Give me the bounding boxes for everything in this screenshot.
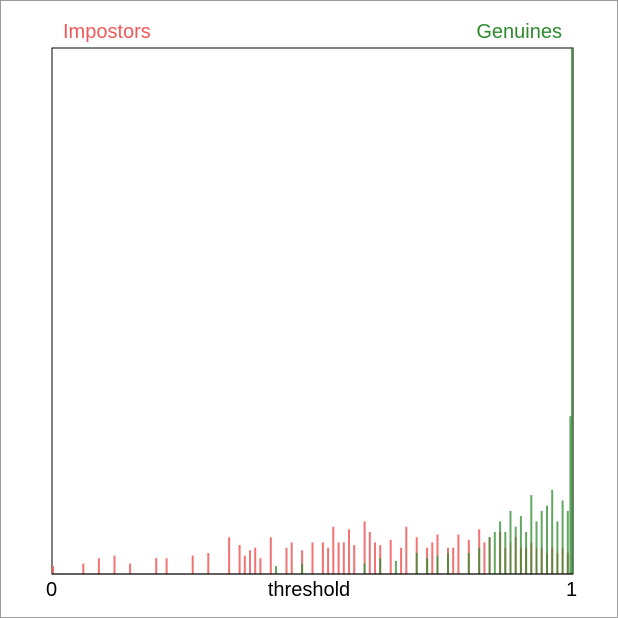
impostor-bar [243, 555, 246, 574]
genuine-bar [571, 48, 573, 574]
impostor-bar [311, 542, 314, 574]
x-tick-1: 1 [566, 579, 578, 601]
genuine-bar [301, 563, 304, 574]
genuine-bar [478, 547, 481, 574]
genuine-bar [394, 560, 397, 574]
x-axis-label: threshold [267, 579, 351, 601]
impostor-bar [457, 534, 460, 574]
impostor-bar [452, 547, 455, 574]
genuine-bar [546, 505, 548, 574]
legend-impostors: Impostors [63, 21, 151, 43]
impostor-bar [363, 521, 366, 574]
genuine-bar [415, 553, 418, 574]
impostor-bar [400, 547, 403, 574]
genuine-bar [535, 521, 538, 574]
genuine-bar [436, 555, 439, 574]
impostor-bar [165, 558, 168, 574]
impostor-bar [155, 558, 158, 574]
genuine-bar [499, 521, 502, 574]
genuine-bar [540, 510, 543, 574]
impostor-bar [228, 537, 231, 574]
impostor-bar [97, 558, 100, 574]
genuine-bar [275, 566, 277, 574]
genuine-bar [525, 531, 528, 574]
impostor-bar [238, 545, 241, 574]
impostor-bar [337, 542, 340, 574]
genuine-bar [569, 416, 572, 574]
genuine-bar [467, 553, 470, 574]
impostor-bar [374, 542, 376, 574]
impostor-bar [191, 555, 194, 574]
x-tick-0: 0 [46, 579, 58, 601]
genuine-bar [514, 526, 517, 574]
genuine-bar [530, 495, 533, 574]
impostor-bar [431, 542, 434, 574]
impostor-bar [254, 547, 257, 574]
impostor-bar [436, 534, 439, 574]
genuines-bars [275, 48, 573, 574]
impostor-bar [290, 542, 293, 574]
impostor-bar [353, 545, 356, 574]
impostor-bar [348, 529, 350, 574]
impostor-bar [321, 542, 324, 574]
genuine-bar [363, 563, 366, 574]
genuine-bar [488, 537, 491, 574]
genuine-bar [556, 521, 559, 574]
legend-genuines: Genuines [476, 21, 562, 43]
impostor-bar [368, 531, 371, 574]
genuine-bar [551, 489, 554, 574]
genuine-bar [493, 531, 496, 574]
impostor-bar [52, 566, 54, 574]
impostor-bar [301, 550, 304, 574]
impostor-bar [207, 553, 210, 574]
impostor-bar [259, 558, 262, 574]
impostor-bar [332, 526, 335, 574]
impostor-bar [249, 550, 251, 574]
plot-area-border [51, 47, 574, 575]
impostor-bar [342, 542, 345, 574]
impostor-bar [269, 537, 272, 574]
impostor-bar [285, 547, 288, 574]
genuine-bar [519, 516, 522, 574]
genuine-bar [566, 510, 569, 574]
impostor-bar [389, 539, 392, 574]
impostor-bar [483, 542, 486, 574]
genuine-bar [509, 510, 512, 574]
impostor-bar [129, 563, 132, 574]
impostor-bar [327, 547, 330, 574]
genuine-bar [426, 558, 429, 574]
impostor-bar [82, 563, 85, 574]
impostor-bar [405, 526, 408, 574]
genuine-bar [561, 500, 564, 574]
genuine-bar [379, 558, 382, 574]
impostor-bar [113, 555, 116, 574]
genuine-bar [447, 553, 449, 574]
genuine-bar [504, 531, 507, 574]
